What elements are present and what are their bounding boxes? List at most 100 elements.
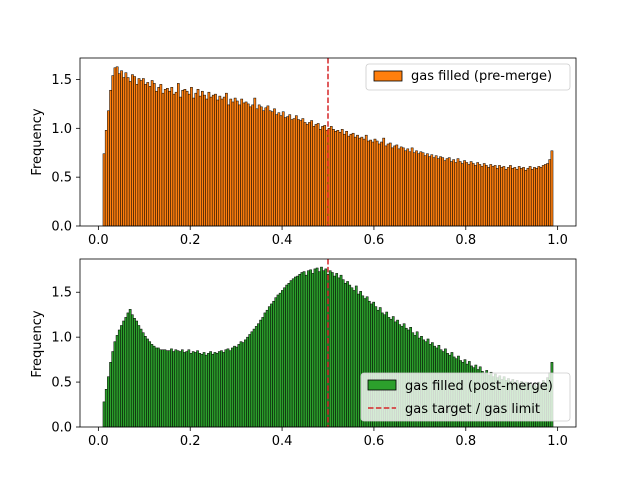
pre-merge-bar: [185, 90, 189, 227]
post-merge-bar: [239, 341, 243, 428]
pre-merge-legend: gas filled (pre-merge): [365, 63, 571, 91]
post-merge-bar: [263, 312, 267, 428]
pre-merge-bar: [249, 106, 252, 227]
post-merge-bar: [307, 270, 310, 428]
pre-merge-bar: [509, 165, 512, 227]
post-merge-bar: [167, 350, 171, 428]
pre-merge-bar: [463, 160, 466, 227]
pre-merge-bar: [417, 153, 421, 227]
pre-merge-bar: [445, 158, 449, 227]
pre-merge-bar: [550, 150, 554, 227]
pre-merge-bar: [489, 164, 493, 227]
pre-merge-bar: [450, 161, 453, 227]
post-merge-bar: [357, 293, 360, 428]
post-merge-bar: [304, 274, 308, 428]
post-merge-bar: [150, 344, 154, 428]
post-merge-bar: [354, 285, 358, 428]
post-merge-bar: [237, 344, 241, 428]
pre-merge-bar: [485, 165, 488, 227]
pre-merge-bar: [498, 165, 501, 227]
pre-merge-bar: [268, 110, 272, 227]
post-merge-bar: [302, 271, 306, 428]
pre-merge-y-tick-label: 0.0: [51, 220, 72, 235]
post-merge-bar: [122, 320, 125, 428]
pre-merge-bar: [266, 105, 270, 227]
post-merge-bar: [141, 332, 145, 428]
post-merge-bar: [350, 287, 354, 428]
pre-merge-bar: [284, 117, 287, 227]
pre-merge-bar: [170, 87, 174, 227]
pre-merge-bar: [122, 77, 126, 227]
post-merge-bar: [309, 269, 312, 428]
post-merge-legend-label: gas filled (post-merge): [405, 379, 553, 394]
pre-merge-bar: [277, 112, 281, 227]
post-merge-y-ticks: 0.0 0.5 1.0 1.5: [51, 286, 80, 436]
pre-merge-bar: [367, 140, 370, 227]
post-merge-bar: [337, 277, 341, 428]
pre-merge-bar: [539, 167, 543, 227]
pre-merge-bar: [452, 159, 455, 227]
pre-merge-bar: [343, 133, 346, 227]
pre-merge-bar: [404, 150, 407, 227]
pre-merge-bar: [369, 139, 372, 227]
pre-merge-bar: [469, 161, 473, 227]
pre-merge-bar: [461, 163, 464, 227]
post-merge-x-tick-label: 0.8: [455, 434, 476, 449]
pre-merge-bar: [491, 166, 495, 227]
pre-merge-bar: [260, 106, 263, 227]
post-merge-bar: [128, 309, 132, 428]
pre-merge-bar: [502, 166, 506, 227]
post-merge-bar: [152, 345, 156, 428]
post-merge-x-ticks: 0.0 0.2 0.4 0.6 0.8 1.0: [88, 427, 568, 449]
post-merge-bar: [211, 353, 215, 428]
post-merge-bar: [259, 319, 262, 428]
gas-target-legend-label: gas target / gas limit: [405, 402, 540, 417]
post-merge-legend-swatch: [367, 379, 397, 391]
pre-merge-bar: [209, 96, 213, 227]
pre-merge-bar: [504, 169, 508, 227]
pre-merge-bar: [148, 86, 152, 227]
post-merge-bar: [296, 275, 299, 428]
post-merge-bar: [183, 352, 186, 428]
pre-merge-y-tick-label: 0.5: [51, 171, 72, 186]
post-merge-bar: [148, 341, 152, 428]
pre-merge-bar: [517, 166, 521, 227]
pre-merge-bar: [360, 136, 364, 227]
pre-merge-panel: 0.0 0.2 0.4 0.6 0.8 1.0 0.0 0.5 1.0 1.5 Frequenc…: [30, 57, 577, 248]
pre-merge-y-tick-label: 1.5: [51, 73, 72, 88]
post-merge-legend-box: [360, 372, 571, 422]
pre-merge-x-tick-label: 0.0: [88, 233, 109, 248]
post-merge-bar: [285, 284, 289, 428]
pre-merge-bar: [393, 145, 396, 227]
pre-merge-bar: [118, 73, 121, 227]
post-merge-x-tick-label: 0.2: [180, 434, 201, 449]
pre-merge-bar: [128, 81, 132, 227]
pre-merge-bar: [196, 89, 200, 227]
pre-merge-bar: [465, 162, 469, 227]
post-merge-bar: [250, 331, 254, 428]
post-merge-bar: [287, 283, 291, 428]
post-merge-bar: [196, 350, 199, 428]
pre-merge-bar: [362, 138, 366, 227]
pre-merge-x-tick-label: 1.0: [547, 233, 568, 248]
post-merge-bar: [137, 325, 141, 428]
post-merge-bar: [244, 339, 247, 428]
pre-merge-bar: [347, 135, 351, 227]
post-merge-bar: [198, 353, 202, 428]
pre-merge-x-tick-label: 0.4: [272, 233, 293, 248]
post-merge-x-tick-label: 0.4: [272, 434, 293, 449]
pre-merge-bar: [524, 170, 528, 227]
pre-merge-bar: [419, 151, 423, 227]
post-merge-bar: [281, 290, 284, 428]
post-merge-bar: [111, 351, 115, 428]
pre-merge-bar: [432, 157, 436, 227]
post-merge-bar: [235, 346, 239, 428]
pre-merge-bar: [378, 143, 381, 227]
pre-merge-bar: [222, 96, 226, 227]
post-merge-y-tick-label: 0.5: [51, 376, 72, 391]
pre-merge-bar: [281, 111, 285, 227]
pre-merge-bar: [399, 146, 403, 227]
post-merge-bar: [174, 349, 178, 428]
post-merge-bar: [194, 352, 197, 428]
